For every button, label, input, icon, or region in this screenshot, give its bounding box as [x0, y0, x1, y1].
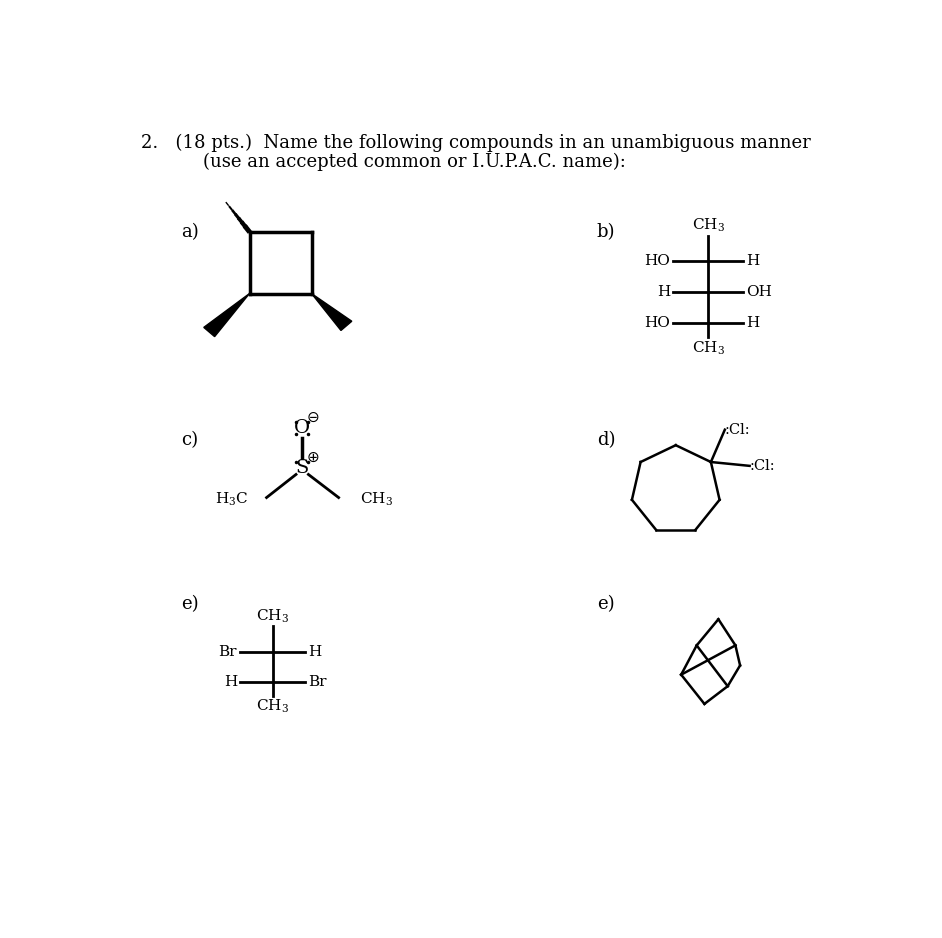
Text: a): a) [181, 223, 199, 241]
Text: OH: OH [746, 285, 772, 299]
Text: c): c) [181, 431, 199, 449]
Text: $\ominus$: $\ominus$ [306, 411, 319, 425]
Text: e): e) [181, 596, 199, 613]
Text: HO: HO [644, 254, 671, 268]
Text: $\mathregular{CH_3}$: $\mathregular{CH_3}$ [691, 217, 724, 234]
Text: 2.   (18 pts.)  Name the following compounds in an unambiguous manner: 2. (18 pts.) Name the following compound… [141, 134, 811, 152]
Polygon shape [312, 294, 351, 330]
Text: (use an accepted common or I.U.P.A.C. name):: (use an accepted common or I.U.P.A.C. na… [203, 153, 625, 171]
Text: $\oplus$: $\oplus$ [306, 450, 319, 464]
Text: d): d) [596, 431, 615, 449]
Text: :Cl:: :Cl: [750, 459, 775, 473]
Text: H: H [224, 675, 237, 689]
Text: :Cl:: :Cl: [724, 423, 751, 437]
Text: $\mathregular{H_3C}$: $\mathregular{H_3C}$ [215, 491, 248, 507]
Text: e): e) [596, 596, 614, 613]
Text: $\mathregular{CH_3}$: $\mathregular{CH_3}$ [256, 698, 289, 715]
Text: H: H [658, 285, 671, 299]
Text: Br: Br [219, 644, 237, 658]
Text: O: O [294, 419, 310, 437]
Text: $\mathregular{CH_3}$: $\mathregular{CH_3}$ [256, 607, 289, 625]
Text: b): b) [596, 223, 615, 241]
Text: Br: Br [308, 675, 327, 689]
Text: H: H [308, 644, 321, 658]
Polygon shape [203, 294, 250, 337]
Text: $\mathregular{CH_3}$: $\mathregular{CH_3}$ [691, 340, 724, 357]
Text: H: H [746, 254, 759, 268]
Text: $\mathregular{CH_3}$: $\mathregular{CH_3}$ [361, 491, 394, 507]
Text: HO: HO [644, 316, 671, 330]
Text: S: S [296, 460, 309, 477]
Text: H: H [746, 316, 759, 330]
